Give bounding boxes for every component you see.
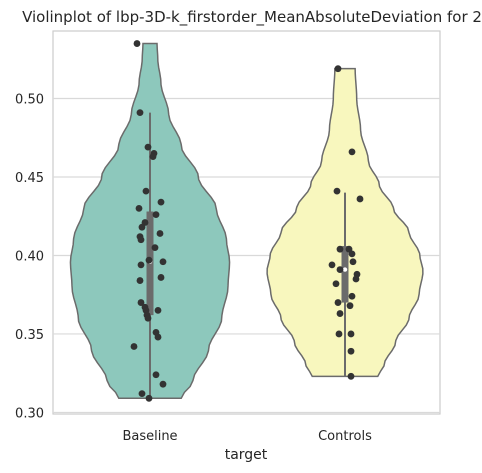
median-marker: [342, 267, 348, 272]
data-point: [356, 195, 364, 203]
y-tick-label: 0.35: [15, 328, 44, 343]
data-point: [152, 211, 160, 219]
data-point: [335, 330, 343, 338]
y-tick-labels: 0.30 0.35 0.40 0.45 0.50: [15, 92, 44, 421]
data-point: [137, 299, 145, 306]
y-tick-label: 0.45: [15, 171, 44, 186]
data-point: [349, 258, 357, 266]
data-point: [154, 333, 162, 341]
data-point: [348, 148, 356, 156]
data-point: [130, 343, 138, 350]
data-point: [144, 314, 152, 322]
data-point: [336, 310, 344, 317]
data-point: [157, 274, 165, 281]
data-point: [328, 261, 336, 269]
x-tick-label: Baseline: [122, 429, 177, 444]
x-tick-label: Controls: [318, 429, 372, 444]
data-point: [138, 390, 146, 397]
data-point: [334, 299, 342, 306]
data-point: [145, 256, 153, 264]
violin-controls: [266, 65, 424, 380]
violins: [69, 40, 424, 402]
chart-title: Violinplot of lbp-3D-k_firstorder_MeanAb…: [22, 8, 482, 27]
data-point: [133, 40, 141, 47]
data-point: [136, 109, 144, 117]
data-point: [154, 307, 162, 314]
data-point: [159, 258, 167, 266]
data-point: [135, 204, 143, 212]
data-point: [348, 250, 356, 258]
data-point: [347, 330, 355, 338]
data-point: [145, 394, 153, 402]
data-point: [137, 261, 145, 269]
x-axis-label: target: [225, 447, 268, 463]
data-point: [346, 302, 354, 310]
data-point: [159, 380, 167, 388]
data-point: [333, 187, 341, 195]
data-point: [334, 65, 342, 73]
iqr-box: [341, 246, 349, 303]
data-point: [156, 230, 164, 237]
data-point: [347, 372, 355, 380]
data-point: [332, 280, 340, 288]
data-point: [347, 347, 355, 355]
y-tick-label: 0.30: [15, 406, 44, 421]
x-tick-labels: Baseline Controls: [122, 429, 372, 444]
data-point: [142, 187, 150, 195]
data-point: [138, 223, 146, 231]
data-point: [336, 245, 344, 253]
y-tick-label: 0.50: [15, 92, 44, 107]
data-point: [151, 244, 159, 252]
data-point: [336, 266, 344, 273]
y-tick-label: 0.40: [15, 249, 44, 264]
violin-baseline: [69, 40, 231, 402]
data-point: [137, 236, 145, 244]
data-point: [136, 277, 144, 284]
data-point: [144, 143, 152, 151]
data-point: [348, 292, 356, 300]
data-point: [157, 198, 165, 206]
data-point: [152, 371, 160, 379]
data-point: [149, 153, 157, 160]
data-point: [352, 275, 360, 283]
